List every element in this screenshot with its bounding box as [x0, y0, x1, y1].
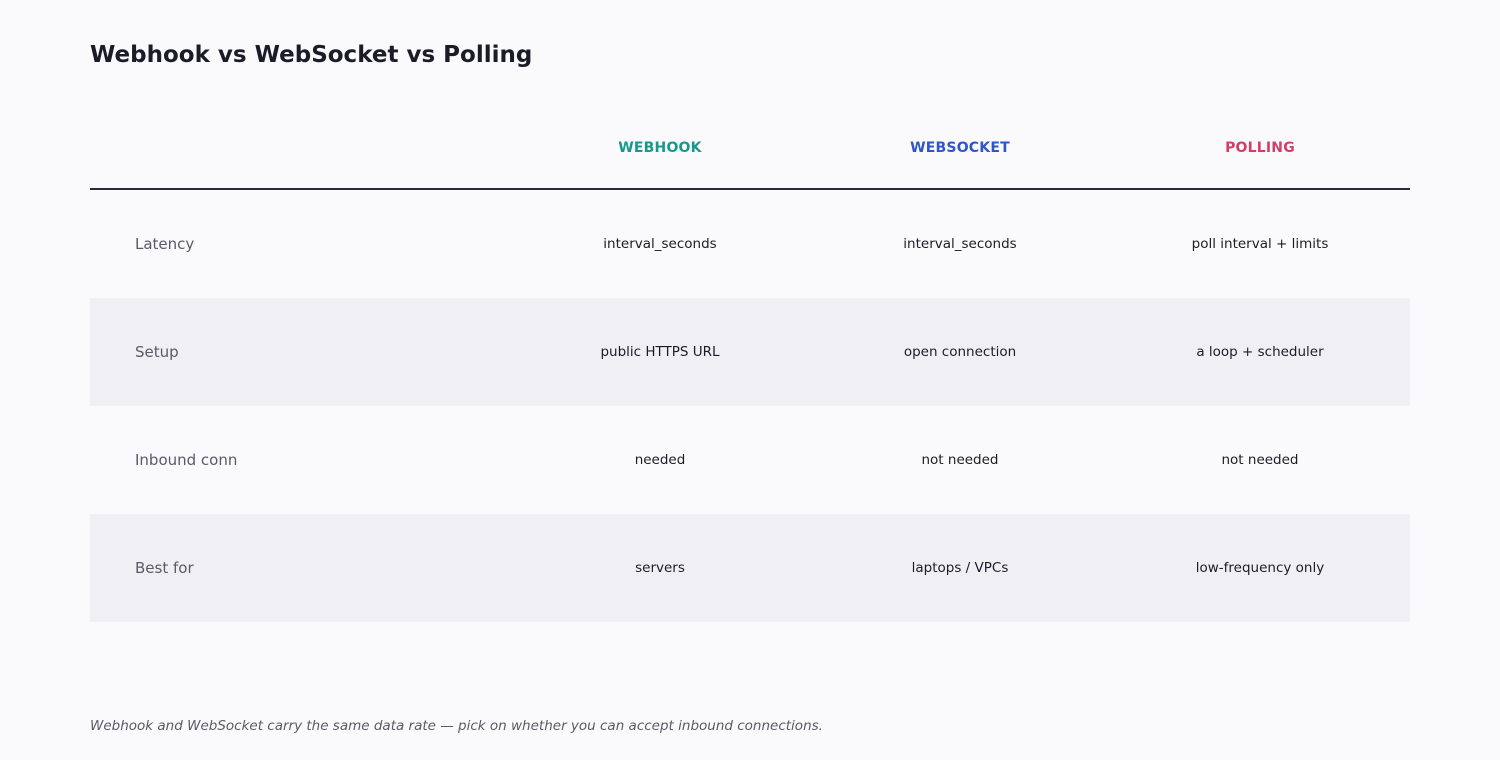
- comparison-table: WEBHOOK WEBSOCKET POLLING Latency interv…: [90, 120, 1410, 622]
- row-label: Setup: [135, 343, 179, 361]
- table-cell: interval_seconds: [903, 236, 1017, 252]
- column-header-polling: POLLING: [1225, 140, 1295, 156]
- column-header-webhook: WEBHOOK: [618, 140, 702, 156]
- table-cell: interval_seconds: [603, 236, 717, 252]
- table-cell: laptops / VPCs: [911, 560, 1009, 576]
- table-cell: needed: [634, 452, 686, 468]
- page-title: Webhook vs WebSocket vs Polling: [90, 42, 533, 68]
- table-row-setup: Setup public HTTPS URL open connection a…: [90, 298, 1410, 406]
- table-cell: low-frequency only: [1195, 560, 1325, 576]
- table-row-latency: Latency interval_seconds interval_second…: [90, 190, 1410, 298]
- table-cell: public HTTPS URL: [600, 344, 720, 360]
- table-header: WEBHOOK WEBSOCKET POLLING: [90, 120, 1410, 190]
- footnote: Webhook and WebSocket carry the same dat…: [90, 718, 823, 734]
- table-cell: a loop + scheduler: [1196, 344, 1324, 360]
- table-cell: poll interval + limits: [1191, 236, 1329, 252]
- table-cell: open connection: [903, 344, 1017, 360]
- table-cell: servers: [635, 560, 685, 576]
- table-cell: not needed: [921, 452, 999, 468]
- table-cell: not needed: [1221, 452, 1299, 468]
- row-label: Inbound conn: [135, 451, 238, 469]
- table-row-inbound-conn: Inbound conn needed not needed not neede…: [90, 406, 1410, 514]
- table-row-best-for: Best for servers laptops / VPCs low-freq…: [90, 514, 1410, 622]
- row-label: Best for: [135, 559, 194, 577]
- row-label: Latency: [135, 235, 195, 253]
- column-header-websocket: WEBSOCKET: [910, 140, 1010, 156]
